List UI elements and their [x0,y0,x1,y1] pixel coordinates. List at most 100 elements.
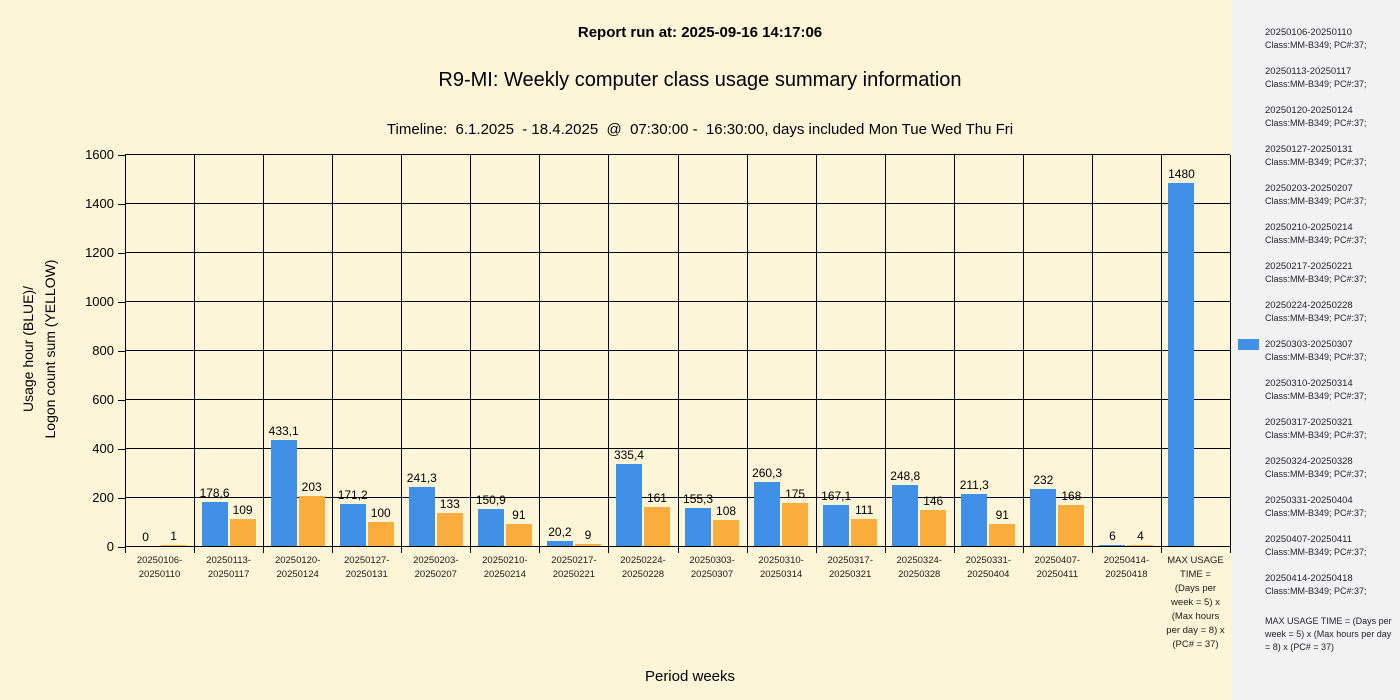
logon-count-bar [643,506,670,546]
x-axis-tick [1092,547,1093,553]
legend-item-detail: Class:MM-B349; PC#:37; [1265,157,1367,167]
x-tick-label: 20250317- 20250321 [827,555,873,580]
y-axis-tick [118,155,125,156]
y-tick-label: 1000 [85,294,114,309]
legend-item: 20250414-20250418 Class:MM-B349; PC#:37; [1265,572,1394,597]
legend-item-detail: Class:MM-B349; PC#:37; [1265,196,1367,206]
grid-line-v [1230,155,1231,547]
usage-hours-bar [892,485,919,546]
grid-line-v [401,155,402,547]
bar-value-label: 1 [170,529,177,543]
x-tick-label: MAX USAGE TIME = (Days per week = 5) x (Max … [1166,555,1225,650]
usage-hours-bar [477,509,504,546]
logon-count-bar [1127,545,1154,546]
bar-value-label: 155,3 [683,491,714,506]
logon-count-bar [298,496,325,546]
legend-item: 20250317-20250321 Class:MM-B349; PC#:37; [1265,416,1394,441]
bar-value-label: 20,2 [548,525,572,540]
legend-item: 20250106-20250110 Class:MM-B349; PC#:37; [1265,26,1394,51]
legend-item-range: 20250303-20250307 [1265,339,1353,350]
legend-item-detail: Class:MM-B349; PC#:37; [1265,79,1367,89]
grid-line-v [263,155,264,547]
x-tick-label: 20250407- 20250411 [1034,555,1081,580]
grid-line-h [125,203,1230,204]
x-axis-tick [1023,547,1024,553]
usage-hours-bar [201,502,228,546]
bar-value-label: 168 [1061,488,1082,503]
usage-hours-bar [339,504,366,546]
bar-value-label: 111 [855,502,874,517]
report-run-timestamp: Report run at: 2025-09-16 14:17:06 [577,24,823,41]
legend-item-range: 20250203-20250207 [1265,183,1353,194]
legend-item-detail: Class:MM-B349; PC#:37; [1265,352,1367,362]
x-axis-title: Period weeks [644,668,736,685]
x-tick-label: 20250217- 20250221 [551,555,597,580]
bar-value-label: 211,3 [959,478,989,493]
x-axis-tick [608,547,609,553]
grid-line-v [1023,155,1024,547]
bar-value-label: 335,4 [613,447,644,462]
legend-item: 20250331-20250404 Class:MM-B349; PC#:37; [1265,494,1394,519]
x-axis-tick [816,547,817,553]
y-axis-label-line: Logon count sum (YELLOW) [42,259,58,439]
y-axis-tick [118,351,125,352]
legend-item-range: 20250224-20250228 [1265,300,1353,311]
x-tick-label: 20250113- 20250117 [206,555,251,580]
y-axis-tick [118,547,125,548]
y-tick-label: 400 [92,441,114,456]
grid-line-v [816,155,817,547]
usage-hours-bar [1168,183,1195,546]
x-tick-label: 20250303- 20250307 [689,555,735,580]
bar-value-label: 203 [301,480,322,495]
timeline-subtitle: Timeline: 6.1.2025 - 18.4.2025 @ 07:30:0… [386,121,1014,138]
logon-count-bar [436,513,463,546]
y-axis-tick [118,302,125,303]
bar-value-label: 91 [512,507,526,522]
x-axis-tick [332,547,333,553]
bar-value-label: 167,1 [821,489,852,504]
usage-hours-bar [408,486,435,546]
x-axis-tick [401,547,402,553]
legend-item-range: 20250106-20250110 [1265,27,1352,38]
grid-line-h [125,301,1230,302]
chart-title: R9-MI: Weekly computer class usage summa… [438,69,962,91]
bar-value-label: 178,6 [199,486,230,501]
y-axis-tick [118,400,125,401]
legend-item-range: 20250324-20250328 [1265,456,1353,467]
bar-value-label: 161 [646,490,667,505]
logon-count-bar [505,523,532,546]
grid-line-h [125,399,1230,400]
x-axis-tick [885,547,886,553]
legend-item: 20250407-20250411 Class:MM-B349; PC#:37; [1265,533,1394,558]
logon-count-bar [367,521,394,546]
bar-value-label: 6 [1109,528,1116,543]
bar-value-label: 175 [785,487,806,502]
legend-item-detail: Class:MM-B349; PC#:37; [1265,508,1367,518]
legend-item-range: 20250217-20250221 [1265,261,1353,272]
y-axis-tick [118,498,125,499]
grid-line-v [885,155,886,547]
legend-item: 20250203-20250207 Class:MM-B349; PC#:37; [1265,182,1394,207]
grid-line-v [608,155,609,547]
bar-value-label: 260,3 [752,466,783,481]
legend-item: 20250303-20250307 Class:MM-B349; PC#:37; [1238,338,1394,363]
legend-item-detail: Class:MM-B349; PC#:37; [1265,547,1367,557]
usage-hours-bar [615,463,642,546]
x-axis-tick [539,547,540,553]
logon-count-bar [1058,504,1085,546]
legend-swatch-icon [1238,339,1259,350]
bar-value-label: 241,3 [406,470,437,485]
x-tick-label: 20250106- 20250110 [136,555,183,580]
legend-item-range: 20250210-20250214 [1265,222,1353,233]
x-axis-tick [470,547,471,553]
grid-line-v [194,155,195,547]
x-axis-tick [194,547,195,553]
legend-item-detail: Class:MM-B349; PC#:37; [1265,313,1367,323]
y-tick-label: 1400 [85,196,114,211]
usage-hours-bar [685,507,712,546]
legend-item: 20250113-20250117 Class:MM-B349; PC#:37; [1265,65,1394,90]
grid-line-v [539,155,540,547]
x-tick-label: 20250127- 20250131 [344,555,390,580]
y-axis-tick [118,204,125,205]
